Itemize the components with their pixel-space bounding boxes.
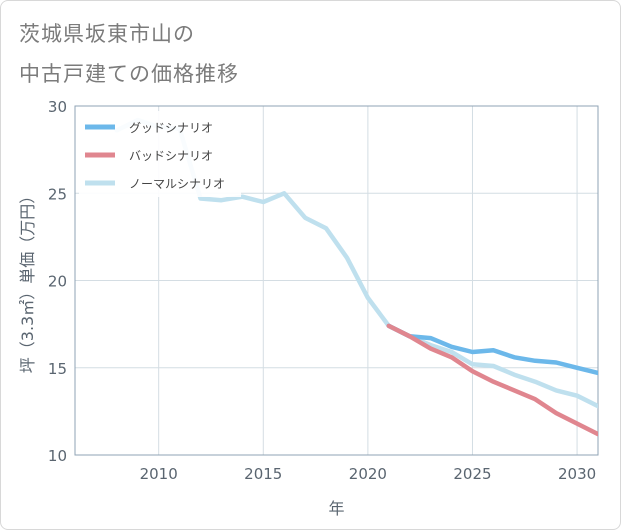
x-axis-label: 年: [328, 499, 344, 518]
chart-title-line-2: 中古戸建ての価格推移: [19, 62, 239, 86]
legend-label-3: ノーマルシナリオ: [129, 177, 225, 191]
x-tick-label: 2020: [349, 465, 387, 483]
x-tick-label: 2015: [244, 465, 282, 483]
y-tick-label: 20: [48, 273, 67, 291]
plot-frame: [74, 105, 599, 456]
legend-label-2: バッドシナリオ: [129, 149, 213, 163]
y-tick-label: 15: [48, 360, 67, 378]
y-tick-label: 25: [48, 185, 67, 203]
y-axis-label: 坪（3.3㎡）単価（万円）: [18, 188, 37, 373]
chart-title-line-1: 茨城県坂東市山の: [19, 22, 195, 46]
legend-label-1: グッドシナリオ: [129, 121, 213, 135]
series-line-1: [386, 323, 598, 376]
y-tick-label: 30: [48, 98, 67, 116]
y-tick-label: 10: [48, 447, 67, 465]
x-tick-label: 2025: [453, 465, 491, 483]
x-tick-label: 2010: [140, 465, 178, 483]
series-line-2: [386, 323, 598, 437]
x-tick-label: 2030: [558, 465, 596, 483]
